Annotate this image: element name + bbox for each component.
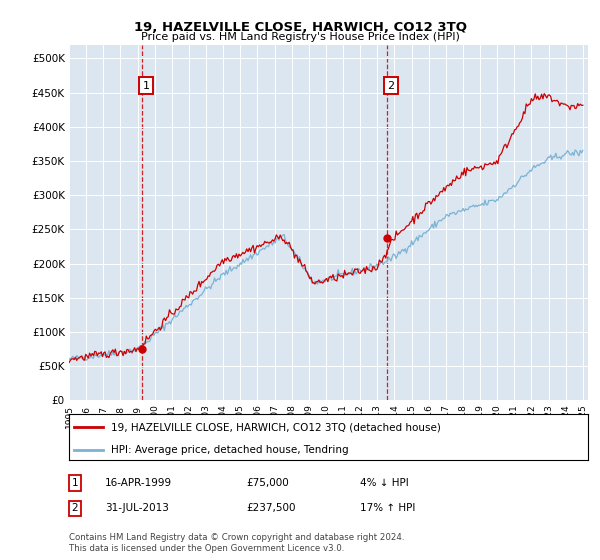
Text: 2: 2 (387, 81, 394, 91)
Text: £75,000: £75,000 (246, 478, 289, 488)
Text: 31-JUL-2013: 31-JUL-2013 (105, 503, 169, 514)
Text: Contains HM Land Registry data © Crown copyright and database right 2024.
This d: Contains HM Land Registry data © Crown c… (69, 533, 404, 553)
Text: 16-APR-1999: 16-APR-1999 (105, 478, 172, 488)
Text: 17% ↑ HPI: 17% ↑ HPI (360, 503, 415, 514)
Text: 1: 1 (142, 81, 149, 91)
Text: 2: 2 (71, 503, 79, 514)
Text: 1: 1 (71, 478, 79, 488)
Text: 4% ↓ HPI: 4% ↓ HPI (360, 478, 409, 488)
Text: 19, HAZELVILLE CLOSE, HARWICH, CO12 3TQ: 19, HAZELVILLE CLOSE, HARWICH, CO12 3TQ (133, 21, 467, 34)
Text: Price paid vs. HM Land Registry's House Price Index (HPI): Price paid vs. HM Land Registry's House … (140, 32, 460, 42)
Text: £237,500: £237,500 (246, 503, 296, 514)
Text: 19, HAZELVILLE CLOSE, HARWICH, CO12 3TQ (detached house): 19, HAZELVILLE CLOSE, HARWICH, CO12 3TQ … (110, 422, 440, 432)
Text: HPI: Average price, detached house, Tendring: HPI: Average price, detached house, Tend… (110, 445, 348, 455)
